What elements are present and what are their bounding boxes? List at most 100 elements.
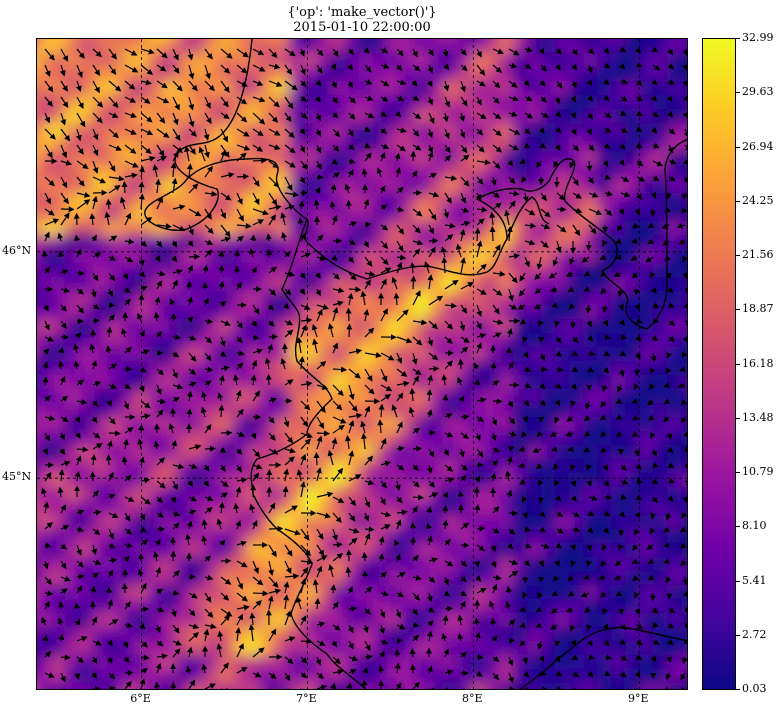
colorbar-tick-label: 5.41 [742,573,767,587]
field-cell [65,375,80,390]
field-cell [359,557,374,572]
field-cell [611,487,626,502]
field-cell [569,543,584,558]
field-cell [527,319,542,334]
colorbar-tick-mark [736,417,740,419]
field-cell [555,669,570,684]
field-cell [457,599,472,614]
field-cell [457,291,472,306]
field-cell [247,109,262,124]
wind-arrow [377,665,384,674]
field-cell [541,95,556,110]
field-cell [303,151,318,166]
wind-arrow [121,456,128,466]
field-cell [485,53,500,68]
field-cell [583,445,598,460]
field-cell [149,137,164,152]
field-cell [121,249,136,264]
field-cell [401,445,416,460]
field-cell [65,263,80,278]
field-cell [275,585,290,600]
field-cell [667,67,682,82]
field-cell [625,585,640,600]
field-cell [541,249,556,264]
field-cell [611,431,626,446]
wind-arrow [329,200,336,210]
field-cell [527,529,542,544]
field-cell [219,179,234,194]
field-cell [331,151,346,166]
field-cell [51,249,66,264]
field-cell [233,431,248,446]
field-cell [107,571,122,586]
field-cell [51,319,66,334]
field-cell [555,459,570,474]
field-cell [527,571,542,586]
field-cell [639,221,654,236]
wind-arrow [444,605,454,612]
field-cell [233,501,248,516]
field-cell [373,473,388,488]
field-cell [401,165,416,180]
field-cell [359,291,374,306]
field-cell [163,291,178,306]
field-cell [401,473,416,488]
field-cell [667,683,682,689]
field-cell [639,613,654,628]
field-cell [499,333,514,348]
field-cell [653,515,668,530]
field-cell [79,375,94,390]
field-cell [107,347,122,362]
field-cell [653,249,668,264]
field-cell [373,109,388,124]
field-cell [261,277,276,292]
field-cell [289,179,304,194]
field-cell [625,235,640,250]
field-cell [65,347,80,362]
field-cell [37,137,52,152]
field-cell [527,81,542,96]
field-cell [625,431,640,446]
field-cell [37,123,52,138]
field-cell [191,263,206,278]
field-cell [219,459,234,474]
field-cell [429,165,444,180]
field-cell [149,235,164,250]
wind-arrow [429,687,438,689]
field-cell [611,613,626,628]
field-cell [205,641,220,656]
field-cell [149,319,164,334]
field-cell [555,305,570,320]
field-cell [247,165,262,180]
field-cell [65,641,80,656]
field-cell [79,669,94,684]
field-cell [345,347,360,362]
field-cell [79,641,94,656]
field-cell [65,193,80,208]
field-cell [625,403,640,418]
field-cell [555,403,570,418]
field-cell [51,95,66,110]
field-cell [261,627,276,642]
field-cell [583,417,598,432]
wind-arrow [474,378,481,386]
field-cell [317,627,332,642]
wind-arrow [426,388,433,402]
field-cell [429,543,444,558]
field-cell [107,487,122,502]
wind-arrow [60,654,71,661]
field-cell [653,571,668,586]
field-cell [611,179,626,194]
field-cell [177,193,192,208]
field-cell [653,557,668,572]
field-cell [625,487,640,502]
field-cell [219,235,234,250]
field-cell [457,277,472,292]
field-cell [485,263,500,278]
field-cell [611,123,626,138]
field-cell [359,459,374,474]
field-cell [429,627,444,642]
field-cell [135,123,150,138]
field-cell [65,529,80,544]
field-cell [681,445,687,460]
